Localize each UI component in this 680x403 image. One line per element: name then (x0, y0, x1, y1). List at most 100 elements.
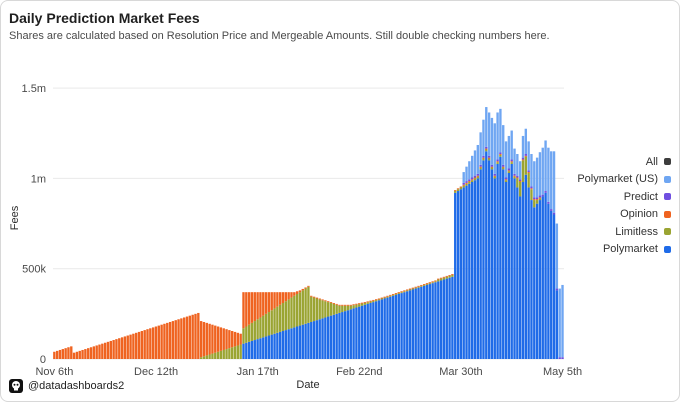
bar-opinion[interactable] (487, 157, 491, 159)
bar-limitless[interactable] (231, 347, 234, 359)
bar-polymarket[interactable] (310, 321, 313, 359)
bar-opinion[interactable] (214, 325, 217, 353)
bar-polymarket-us[interactable] (521, 135, 525, 158)
bar-polymarket[interactable] (380, 299, 384, 359)
bar-predict[interactable] (547, 201, 550, 204)
bar-polymarket[interactable] (360, 305, 364, 359)
bar-limitless[interactable] (510, 162, 513, 164)
bar-opinion[interactable] (279, 292, 282, 305)
bar-polymarket[interactable] (293, 327, 296, 359)
bar-limitless[interactable] (290, 297, 293, 329)
bar-polymarket[interactable] (445, 278, 448, 359)
bar-opinion[interactable] (383, 296, 386, 298)
bar-opinion[interactable] (242, 292, 245, 329)
bar-polymarket[interactable] (485, 151, 488, 359)
bar-limitless[interactable] (527, 172, 530, 188)
bar-limitless[interactable] (487, 158, 491, 161)
bar-polymarket[interactable] (307, 322, 310, 359)
bar-polymarket[interactable] (372, 302, 375, 359)
bar-polymarket[interactable] (439, 280, 443, 359)
bar-polymarket[interactable] (332, 314, 336, 359)
bar-opinion[interactable] (120, 337, 124, 359)
bar-limitless[interactable] (476, 176, 480, 179)
bar-opinion[interactable] (406, 289, 409, 291)
bar-polymarket[interactable] (437, 281, 440, 359)
bar-limitless[interactable] (355, 304, 358, 308)
bar-limitless[interactable] (524, 156, 527, 175)
bar-limitless[interactable] (425, 284, 429, 285)
bar-predict[interactable] (552, 212, 556, 215)
bar-opinion[interactable] (118, 338, 121, 359)
bar-opinion[interactable] (290, 292, 293, 298)
bar-polymarket[interactable] (321, 318, 324, 359)
bar-polymarket-us[interactable] (552, 151, 556, 213)
bar-limitless[interactable] (312, 297, 316, 322)
bar-polymarket[interactable] (530, 200, 533, 359)
bar-polymarket-us[interactable] (516, 154, 519, 176)
bar-opinion[interactable] (380, 297, 384, 299)
bar-polymarket[interactable] (431, 283, 434, 359)
bar-opinion[interactable] (157, 325, 160, 359)
bar-polymarket[interactable] (276, 332, 279, 359)
bar-polymarket[interactable] (358, 306, 361, 359)
bar-polymarket[interactable] (273, 333, 276, 359)
bar-limitless[interactable] (284, 301, 288, 331)
bar-polymarket-us[interactable] (541, 147, 544, 195)
bar-limitless[interactable] (279, 304, 282, 332)
bar-opinion[interactable] (420, 284, 423, 286)
bar-polymarket[interactable] (262, 337, 265, 359)
bar-limitless[interactable] (219, 350, 223, 359)
bar-opinion[interactable] (151, 327, 155, 359)
bar-limitless[interactable] (327, 302, 330, 317)
bar-limitless[interactable] (310, 296, 313, 322)
bar-limitless[interactable] (332, 303, 336, 315)
bar-polymarket[interactable] (329, 315, 333, 359)
bar-limitless[interactable] (521, 160, 525, 183)
bar-limitless[interactable] (236, 345, 240, 359)
bar-limitless[interactable] (270, 310, 273, 335)
bar-opinion[interactable] (535, 199, 539, 201)
bar-opinion[interactable] (239, 333, 242, 345)
bar-opinion[interactable] (293, 292, 296, 296)
bar-limitless[interactable] (408, 289, 412, 291)
bar-opinion[interactable] (208, 323, 211, 355)
bar-opinion[interactable] (103, 342, 107, 359)
bar-polymarket[interactable] (287, 329, 290, 359)
bar-polymarket[interactable] (547, 203, 550, 359)
bar-opinion[interactable] (518, 181, 522, 183)
bar-polymarket[interactable] (366, 303, 369, 359)
bar-limitless[interactable] (276, 306, 279, 333)
bar-polymarket[interactable] (448, 277, 451, 359)
bar-polymarket[interactable] (521, 182, 525, 359)
bar-polymarket[interactable] (428, 284, 432, 359)
bar-opinion[interactable] (391, 293, 395, 295)
bar-polymarket[interactable] (295, 326, 299, 359)
bar-opinion[interactable] (521, 159, 525, 161)
bar-limitless[interactable] (366, 302, 369, 304)
bar-polymarket-us[interactable] (538, 152, 542, 196)
bar-limitless[interactable] (411, 288, 415, 290)
bar-polymarket[interactable] (493, 178, 496, 359)
bar-opinion[interactable] (211, 324, 214, 354)
bar-limitless[interactable] (287, 299, 290, 330)
bar-polymarket[interactable] (267, 335, 271, 359)
bar-opinion[interactable] (394, 293, 398, 294)
bar-polymarket[interactable] (459, 189, 463, 359)
bar-polymarket[interactable] (510, 163, 513, 359)
bar-polymarket[interactable] (394, 294, 398, 359)
bar-polymarket-us[interactable] (547, 147, 550, 202)
bar-limitless[interactable] (349, 305, 352, 310)
bar-polymarket[interactable] (253, 340, 256, 359)
bar-predict[interactable] (473, 175, 477, 178)
bar-limitless[interactable] (386, 296, 389, 298)
bar-limitless[interactable] (346, 305, 350, 311)
bar-polymarket-us[interactable] (544, 140, 547, 192)
bar-limitless[interactable] (259, 317, 262, 339)
bar-opinion[interactable] (146, 329, 149, 359)
bar-opinion[interactable] (89, 347, 93, 359)
bar-limitless[interactable] (504, 180, 508, 183)
bar-opinion[interactable] (219, 327, 223, 351)
bar-opinion[interactable] (496, 161, 499, 163)
bar-limitless[interactable] (479, 167, 482, 170)
bar-opinion[interactable] (154, 326, 158, 359)
